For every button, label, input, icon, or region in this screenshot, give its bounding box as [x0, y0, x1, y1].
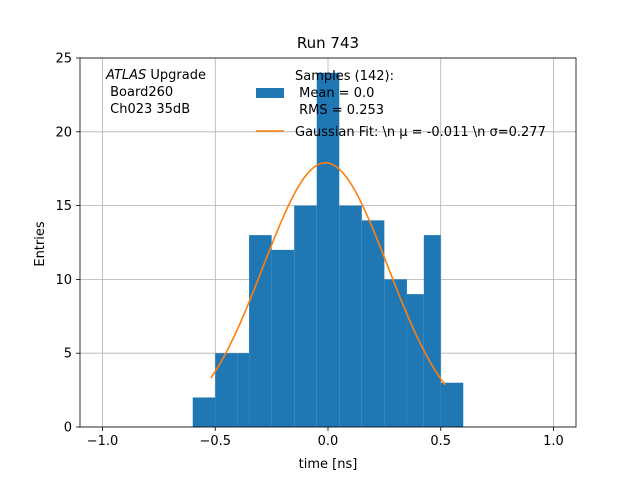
- y-tick-label: 25: [55, 52, 72, 67]
- y-axis-label: Entries: [33, 221, 48, 267]
- legend-hist-line-1: Samples (142):: [295, 69, 394, 84]
- y-tick-label: 0: [64, 421, 72, 436]
- y-tick-label: 15: [55, 199, 72, 214]
- x-tick-label: 0.0: [318, 434, 339, 449]
- legend-hist-line-3: RMS = 0.253: [295, 103, 384, 118]
- annotation-line-3: Ch023 35dB: [106, 102, 190, 117]
- chart-title: Run 743: [297, 34, 359, 52]
- histogram-bar: [384, 279, 407, 427]
- y-tick-label: 20: [55, 125, 72, 140]
- annotation-upgrade: Upgrade: [146, 68, 206, 83]
- y-tick-label: 10: [55, 273, 72, 288]
- x-axis-label: time [ns]: [299, 457, 358, 472]
- annotation-line-1: ATLAS Upgrade: [105, 68, 206, 83]
- x-tick-label: −1.0: [87, 434, 119, 449]
- gaussian-fit-curve: [210, 162, 446, 386]
- histogram-bar: [192, 397, 216, 427]
- x-tick-label: 0.5: [430, 434, 451, 449]
- annotation-line-2: Board260: [106, 85, 173, 100]
- histogram-bar: [294, 205, 317, 427]
- histogram-bars: [192, 72, 464, 427]
- legend: Samples (142): Mean = 0.0 RMS = 0.253 Ga…: [256, 69, 546, 140]
- x-axis-ticks: −1.0 −0.5 0.0 0.5 1.0: [87, 427, 564, 449]
- histogram-bar: [339, 205, 362, 427]
- x-tick-label: 1.0: [543, 434, 564, 449]
- histogram-bar: [406, 294, 424, 427]
- atlas-annotation: ATLAS Upgrade Board260 Ch023 35dB: [105, 68, 206, 117]
- histogram-bar: [249, 235, 272, 427]
- histogram-bar: [237, 353, 250, 427]
- histogram-bar: [440, 382, 464, 427]
- histogram-bar: [215, 353, 238, 427]
- histogram-bar: [316, 72, 340, 427]
- legend-hist-line-2: Mean = 0.0: [295, 86, 374, 101]
- histogram-bar: [423, 235, 441, 427]
- legend-hist-swatch: [256, 88, 284, 98]
- y-tick-label: 5: [64, 347, 72, 362]
- y-axis-ticks: 0 5 10 15 20 25: [55, 52, 80, 436]
- histogram-bar: [361, 220, 385, 427]
- x-tick-label: −0.5: [199, 434, 231, 449]
- histogram-bar: [271, 249, 295, 427]
- legend-fit-label: Gaussian Fit: \n μ = -0.011 \n σ=0.277: [295, 125, 546, 140]
- annotation-atlas-italic: ATLAS: [105, 68, 146, 83]
